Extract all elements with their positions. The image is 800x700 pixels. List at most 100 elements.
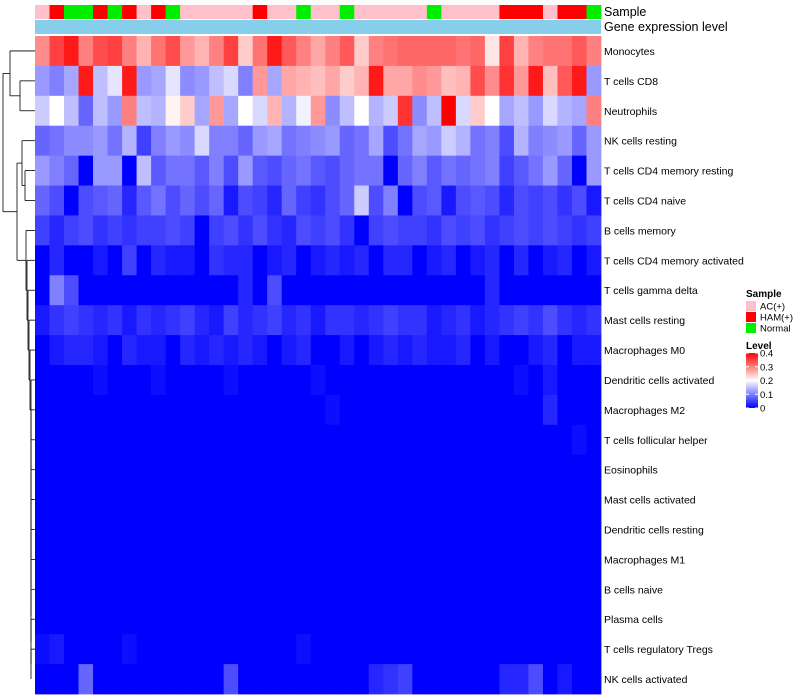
heatmap-cell [180,155,196,186]
heatmap-cell [267,125,283,157]
heatmap-cell [499,215,515,246]
heatmap-cell [586,275,602,306]
heatmap-cell [339,484,355,515]
heatmap-cell [310,574,326,605]
heatmap-cell [470,604,486,635]
heatmap-cell [499,185,515,216]
heatmap-cell [426,424,442,456]
heatmap-cell [107,454,123,486]
heatmap-cell [542,155,558,186]
heatmap-cell [368,365,384,396]
heatmap-cell [122,394,137,426]
heatmap-cell [412,544,428,575]
heatmap-cell [586,484,602,515]
heatmap-cell [426,36,442,67]
heatmap-cell [35,155,50,186]
heatmap-cell [64,305,79,336]
heatmap-cell [35,574,50,605]
row-label: NK cells activated [604,674,688,686]
heatmap-cell [151,664,167,695]
heatmap-cell [542,275,558,306]
heatmap-cell [354,544,370,575]
heatmap-cell [383,604,399,635]
heatmap-cell [571,394,587,426]
heatmap-cell [470,544,486,575]
heatmap-cell [296,215,312,246]
heatmap-cell [542,305,558,336]
heatmap-cell [354,424,370,456]
heatmap-cell [122,215,137,246]
heatmap-cell [209,634,225,665]
heatmap-cell [35,424,50,456]
heatmap-cell [412,574,428,605]
heatmap-cell [180,65,196,97]
expression-annotation-label: Gene expression level [604,20,728,34]
heatmap-cell [441,365,457,396]
heatmap-cell [281,484,297,515]
heatmap-cell [354,36,370,67]
heatmap-cell [35,36,50,67]
heatmap-cell [296,36,312,67]
heatmap-cell [267,185,283,216]
heatmap-cell [238,514,254,545]
heatmap-cell [557,125,573,157]
sample-anno-cell [557,5,573,19]
heatmap-cell [107,634,123,665]
heatmap-cell [35,65,50,97]
heatmap-cell [499,574,515,605]
heatmap-cell [484,36,500,67]
heatmap-cell [194,634,210,665]
row-label: Neutrophils [604,106,657,118]
heatmap-cell [64,544,79,575]
heatmap-cell [484,365,500,396]
heatmap-cell [542,604,558,635]
heatmap-cell [78,305,94,336]
heatmap-cell [165,574,181,605]
heatmap-cell [223,125,239,157]
heatmap-cell [78,65,94,97]
heatmap-cell [122,185,137,216]
heatmap-cell [470,394,486,426]
sample-anno-cell [194,5,210,19]
heatmap-cell [267,634,283,665]
heatmap-cell [513,664,529,695]
row-label: T cells CD4 memory resting [604,166,733,178]
heatmap-cell [310,544,326,575]
heatmap-cell [281,454,297,486]
heatmap-cell [267,484,283,515]
heatmap-cell [499,454,515,486]
heatmap-cell [49,394,65,426]
heatmap-cell [441,65,457,97]
heatmap-cell [136,275,152,306]
heatmap-cell [238,634,254,665]
heatmap-cell [35,215,50,246]
heatmap-cell [325,65,341,97]
row-label: Monocytes [604,46,655,58]
heatmap-cell [557,634,573,665]
heatmap-cell [368,95,384,127]
heatmap-cell [252,634,268,665]
heatmap-cell [368,544,384,575]
heatmap-cell [499,394,515,426]
heatmap-cell [122,484,137,515]
heatmap-cell [339,275,355,306]
heatmap-cell [267,65,283,97]
heatmap-cell [310,36,326,67]
heatmap-cell [426,514,442,545]
heatmap-cell [49,634,65,665]
heatmap-cell [93,365,108,396]
heatmap-cell [180,125,196,157]
heatmap-cell [209,95,225,127]
heatmap-cell [223,275,239,306]
heatmap-cell [281,65,297,97]
heatmap-cell [426,544,442,575]
heatmap-cell [310,245,326,276]
heatmap-cell [64,664,79,695]
heatmap-cell [557,454,573,486]
heatmap-cell [136,65,152,97]
heatmap-cell [267,574,283,605]
heatmap-cell [180,185,196,216]
heatmap-cell [455,365,471,396]
heatmap-cell [209,424,225,456]
